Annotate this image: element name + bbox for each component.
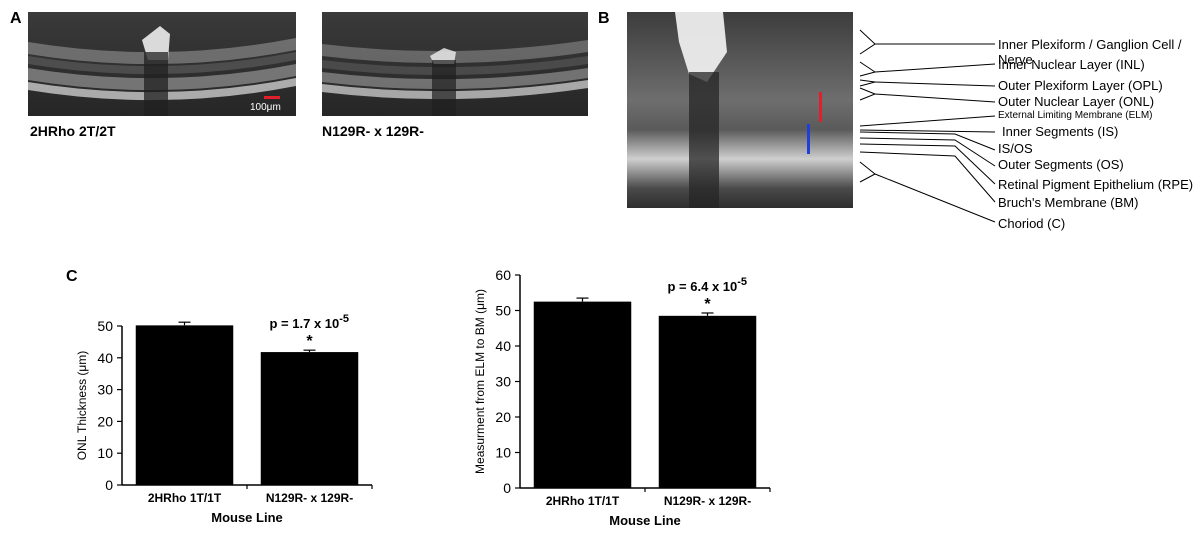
chart-onl-thickness: 0 10 20 30 40 50 2HRho 1T/1T N129R- x 129R- Mous… bbox=[75, 313, 373, 525]
caption-mutant: N129R- x 129R- bbox=[322, 123, 424, 139]
layer-label-choroid: Choriod (C) bbox=[998, 216, 1066, 231]
y-tick-label: 60 bbox=[495, 267, 511, 283]
y-tick-label: 0 bbox=[503, 480, 511, 496]
p-value-exponent: -5 bbox=[339, 313, 349, 325]
layer-label-bm: Bruch's Membrane (BM) bbox=[998, 195, 1139, 210]
bar-1 bbox=[658, 315, 757, 488]
y-tick-label: 30 bbox=[495, 374, 511, 390]
p-value-text: p = 1.7 x 10 bbox=[270, 316, 340, 331]
oct-image-zoomed bbox=[627, 12, 853, 208]
scale-bar bbox=[264, 96, 280, 99]
panel-letter-c: C bbox=[66, 268, 78, 285]
category-label-0: 2HRho 1T/1T bbox=[546, 494, 620, 508]
layer-label-os: Outer Segments (OS) bbox=[998, 157, 1124, 172]
onl-marker bbox=[819, 92, 822, 122]
y-tick-label: 50 bbox=[495, 303, 511, 319]
panel-letter-b: B bbox=[598, 10, 610, 27]
y-tick-label: 10 bbox=[495, 445, 511, 461]
y-tick-label: 40 bbox=[97, 350, 113, 366]
y-tick-label: 30 bbox=[97, 382, 113, 398]
oct-scan-mutant bbox=[322, 12, 588, 116]
chart-elm-bm: 0 10 20 30 40 50 60 2HRho 1T/1T N129R- x 129R- Mo… bbox=[473, 267, 771, 528]
significance-star: * bbox=[306, 333, 313, 350]
oct-scan-control: 100μm bbox=[28, 12, 296, 116]
significance-star: * bbox=[704, 296, 711, 313]
layer-labels bbox=[859, 29, 996, 223]
bar-0 bbox=[135, 325, 234, 485]
layer-label-inl: Inner Nuclear Layer (INL) bbox=[998, 57, 1145, 72]
y-tick-label: 40 bbox=[495, 338, 511, 354]
y-tick-label: 0 bbox=[105, 477, 113, 493]
layer-label-elm: External Limiting Membrane (ELM) bbox=[998, 110, 1153, 121]
bar-0 bbox=[533, 301, 632, 488]
category-label-1: N129R- x 129R- bbox=[664, 494, 751, 508]
y-tick-label: 20 bbox=[495, 409, 511, 425]
y-axis-label: ONL Thickness (μm) bbox=[75, 351, 89, 461]
layer-label-rpe: Retinal Pigment Epithelium (RPE) bbox=[998, 177, 1194, 192]
p-value-exponent: -5 bbox=[737, 276, 747, 288]
oct-image-mutant bbox=[322, 12, 588, 116]
elm-bm-marker bbox=[807, 124, 810, 154]
panel-letter-a: A bbox=[10, 10, 22, 27]
category-label-1: N129R- x 129R- bbox=[266, 491, 353, 505]
p-value-annotation: p = 1.7 x 10-5 bbox=[270, 313, 350, 331]
layer-label-isos: IS/OS bbox=[998, 141, 1033, 156]
p-value-text: p = 6.4 x 10 bbox=[668, 279, 738, 294]
x-axis-label: Mouse Line bbox=[609, 513, 681, 528]
layer-label-opl: Outer Plexiform Layer (OPL) bbox=[998, 78, 1163, 93]
y-tick-label: 50 bbox=[97, 318, 113, 334]
oct-scan-zoomed bbox=[627, 12, 853, 208]
scale-bar-label: 100μm bbox=[250, 102, 281, 113]
bar-1 bbox=[260, 352, 359, 485]
y-axis-label: Measurment from ELM to BM (μm) bbox=[473, 289, 487, 474]
layer-label-onl: Outer Nuclear Layer (ONL) bbox=[998, 94, 1155, 109]
y-tick-label: 10 bbox=[97, 445, 113, 461]
x-axis-label: Mouse Line bbox=[211, 510, 283, 525]
layer-label-ipl: Inner Plexiform / Ganglion Cell / Nerve bbox=[998, 37, 1182, 67]
layer-label-is: Inner Segments (IS) bbox=[1002, 124, 1119, 139]
p-value-annotation: p = 6.4 x 10-5 bbox=[668, 276, 748, 294]
oct-image-control: 100μm bbox=[28, 12, 296, 116]
caption-control: 2HRho 2T/2T bbox=[30, 123, 116, 139]
category-label-0: 2HRho 1T/1T bbox=[148, 491, 222, 505]
y-tick-label: 20 bbox=[97, 413, 113, 429]
